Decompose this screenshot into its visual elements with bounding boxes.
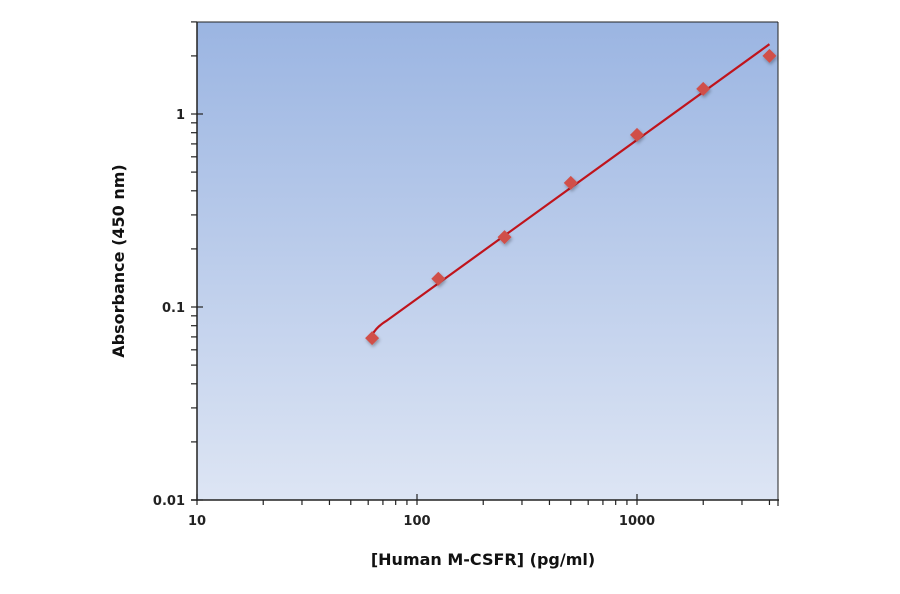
data-point-marker xyxy=(563,175,578,190)
x-tick-label: 10 xyxy=(188,514,206,529)
data-point-marker xyxy=(497,230,512,245)
x-tick-label: 100 xyxy=(403,514,430,529)
data-point-marker xyxy=(431,271,446,286)
y-tick-label: 1 xyxy=(176,108,185,123)
y-axis-title: Absorbance (450 nm) xyxy=(109,164,128,357)
data-points xyxy=(365,48,777,346)
y-tick-label: 0.01 xyxy=(153,494,185,509)
data-point-marker xyxy=(365,331,380,346)
x-axis-title: [Human M-CSFR] (pg/ml) xyxy=(371,550,595,569)
axes: 10 100 1000 0.01 0.1 1 xyxy=(153,21,779,529)
plot-area xyxy=(197,22,778,500)
x-tick-label: 1000 xyxy=(619,514,655,529)
data-point-marker xyxy=(762,48,777,63)
y-tick-label: 0.1 xyxy=(162,301,185,316)
data-point-marker xyxy=(630,127,644,142)
data-point-marker xyxy=(696,81,711,96)
